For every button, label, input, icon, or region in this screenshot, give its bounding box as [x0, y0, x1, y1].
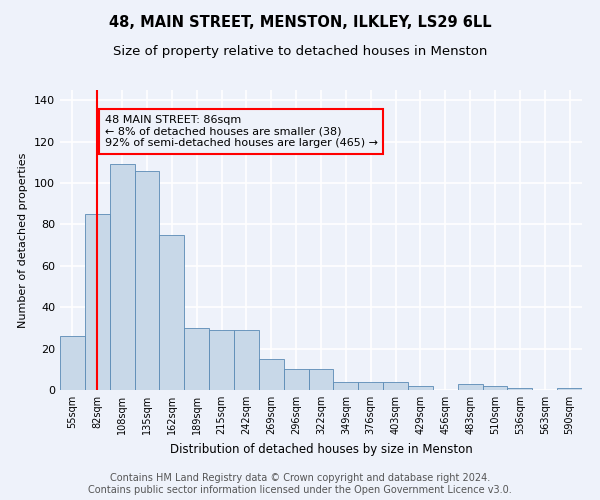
- Bar: [134, 170, 160, 390]
- Bar: [508, 388, 532, 390]
- Bar: [383, 382, 408, 390]
- Text: Size of property relative to detached houses in Menston: Size of property relative to detached ho…: [113, 45, 487, 58]
- Bar: [482, 386, 508, 390]
- Bar: [259, 359, 284, 390]
- Bar: [184, 328, 209, 390]
- Bar: [60, 336, 85, 390]
- Bar: [308, 370, 334, 390]
- Text: Contains HM Land Registry data © Crown copyright and database right 2024.
Contai: Contains HM Land Registry data © Crown c…: [88, 474, 512, 495]
- Bar: [284, 370, 308, 390]
- Bar: [234, 330, 259, 390]
- Text: 48 MAIN STREET: 86sqm
← 8% of detached houses are smaller (38)
92% of semi-detac: 48 MAIN STREET: 86sqm ← 8% of detached h…: [105, 115, 378, 148]
- Bar: [209, 330, 234, 390]
- Bar: [160, 235, 184, 390]
- Bar: [85, 214, 110, 390]
- Bar: [408, 386, 433, 390]
- Bar: [334, 382, 358, 390]
- Bar: [110, 164, 134, 390]
- Bar: [358, 382, 383, 390]
- Y-axis label: Number of detached properties: Number of detached properties: [19, 152, 28, 328]
- X-axis label: Distribution of detached houses by size in Menston: Distribution of detached houses by size …: [170, 442, 472, 456]
- Text: 48, MAIN STREET, MENSTON, ILKLEY, LS29 6LL: 48, MAIN STREET, MENSTON, ILKLEY, LS29 6…: [109, 15, 491, 30]
- Bar: [557, 388, 582, 390]
- Bar: [458, 384, 482, 390]
